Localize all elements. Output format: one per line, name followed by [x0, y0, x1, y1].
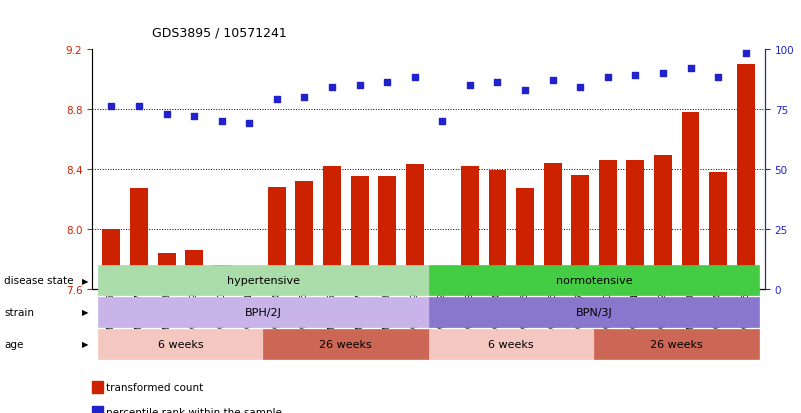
Point: [491, 80, 504, 86]
Point: [629, 73, 642, 79]
Text: hypertensive: hypertensive: [227, 275, 300, 285]
Text: 26 weeks: 26 weeks: [320, 339, 372, 349]
Bar: [213, 265, 231, 289]
Bar: [323, 166, 341, 289]
Point: [657, 70, 670, 77]
Bar: [296, 181, 313, 289]
Bar: [516, 189, 534, 289]
Point: [326, 85, 339, 91]
Bar: [544, 164, 562, 289]
Bar: [268, 188, 286, 289]
Point: [215, 118, 228, 125]
Point: [464, 82, 477, 89]
Bar: [433, 286, 451, 289]
Point: [243, 121, 256, 127]
Text: GDS3895 / 10571241: GDS3895 / 10571241: [152, 27, 287, 40]
Bar: [599, 160, 617, 289]
Bar: [654, 156, 672, 289]
Text: percentile rank within the sample: percentile rank within the sample: [106, 407, 282, 413]
Text: BPH/2J: BPH/2J: [244, 307, 281, 317]
Bar: [378, 177, 396, 289]
Text: disease state: disease state: [4, 275, 74, 285]
Text: ▶: ▶: [82, 276, 88, 285]
Text: ▶: ▶: [82, 308, 88, 317]
Point: [409, 75, 421, 82]
Point: [518, 87, 531, 94]
Bar: [240, 277, 258, 289]
Point: [436, 118, 449, 125]
Bar: [130, 189, 148, 289]
Point: [739, 51, 752, 58]
Bar: [626, 160, 644, 289]
Text: transformed count: transformed count: [106, 382, 203, 392]
Point: [546, 77, 559, 84]
Text: 26 weeks: 26 weeks: [650, 339, 703, 349]
Point: [105, 104, 118, 110]
Point: [711, 75, 724, 82]
Bar: [185, 250, 203, 289]
Point: [298, 94, 311, 101]
Bar: [709, 172, 727, 289]
Point: [602, 75, 614, 82]
Text: normotensive: normotensive: [556, 275, 632, 285]
Point: [160, 111, 173, 118]
Point: [271, 97, 284, 103]
Bar: [103, 229, 120, 289]
Point: [133, 104, 146, 110]
Point: [574, 85, 586, 91]
Bar: [571, 176, 590, 289]
Text: ▶: ▶: [82, 339, 88, 349]
Point: [684, 65, 697, 72]
Bar: [461, 166, 479, 289]
Text: 6 weeks: 6 weeks: [158, 339, 203, 349]
Text: age: age: [4, 339, 23, 349]
Text: BPN/3J: BPN/3J: [576, 307, 612, 317]
Point: [380, 80, 393, 86]
Bar: [406, 165, 424, 289]
Bar: [158, 253, 175, 289]
Text: 6 weeks: 6 weeks: [489, 339, 534, 349]
Bar: [489, 171, 506, 289]
Point: [353, 82, 366, 89]
Point: [187, 113, 200, 120]
Bar: [737, 64, 755, 289]
Text: strain: strain: [4, 307, 34, 317]
Bar: [682, 112, 699, 289]
Bar: [351, 177, 368, 289]
